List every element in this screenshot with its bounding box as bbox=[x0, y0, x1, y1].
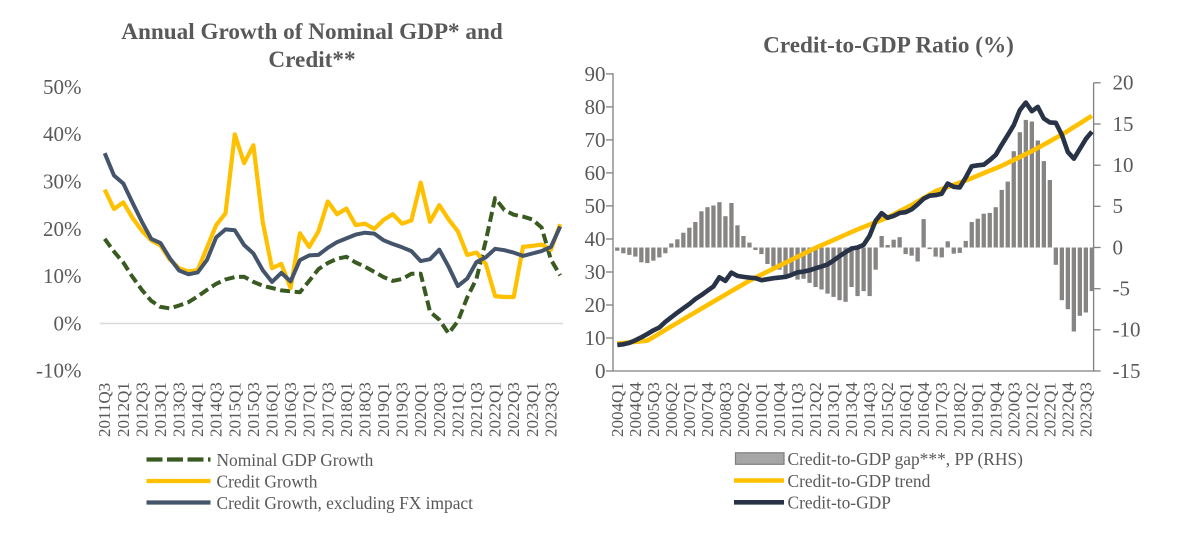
svg-text:2004Q1: 2004Q1 bbox=[608, 382, 627, 437]
svg-text:2013Q3: 2013Q3 bbox=[170, 382, 189, 437]
svg-text:2015Q2: 2015Q2 bbox=[878, 382, 897, 437]
svg-text:70: 70 bbox=[585, 128, 606, 152]
svg-text:40: 40 bbox=[585, 227, 606, 251]
svg-text:2007Q4: 2007Q4 bbox=[698, 382, 717, 437]
svg-text:2013Q1: 2013Q1 bbox=[824, 382, 843, 437]
svg-text:2016Q3: 2016Q3 bbox=[281, 382, 300, 437]
svg-text:2012Q2: 2012Q2 bbox=[806, 382, 825, 437]
svg-text:10: 10 bbox=[1113, 153, 1134, 177]
svg-text:2011Q3: 2011Q3 bbox=[95, 383, 114, 437]
svg-text:2015Q3: 2015Q3 bbox=[244, 382, 263, 437]
svg-text:90: 90 bbox=[585, 62, 606, 86]
svg-text:2016Q4: 2016Q4 bbox=[914, 382, 933, 437]
svg-text:2020Q3: 2020Q3 bbox=[1004, 382, 1023, 437]
svg-text:2010Q1: 2010Q1 bbox=[752, 382, 771, 437]
svg-text:2017Q1: 2017Q1 bbox=[300, 382, 319, 437]
svg-text:2010Q4: 2010Q4 bbox=[770, 382, 789, 437]
svg-text:-10: -10 bbox=[1113, 318, 1141, 342]
svg-text:2020Q3: 2020Q3 bbox=[430, 382, 449, 437]
svg-text:2018Q3: 2018Q3 bbox=[356, 382, 375, 437]
svg-text:Credit-to-GDP: Credit-to-GDP bbox=[788, 493, 891, 513]
svg-text:Credit Growth: Credit Growth bbox=[217, 471, 318, 491]
svg-text:Credit-to-GDP Ratio (%): Credit-to-GDP Ratio (%) bbox=[763, 33, 1014, 59]
svg-text:2012Q1: 2012Q1 bbox=[114, 382, 133, 437]
svg-text:-10%: -10% bbox=[36, 359, 82, 383]
svg-text:0: 0 bbox=[1113, 235, 1124, 259]
svg-text:Credit-to-GDP gap***, PP (RHS): Credit-to-GDP gap***, PP (RHS) bbox=[788, 449, 1024, 469]
svg-text:50%: 50% bbox=[43, 75, 82, 99]
svg-text:2023Q3: 2023Q3 bbox=[1076, 382, 1095, 437]
svg-text:2015Q1: 2015Q1 bbox=[225, 382, 244, 437]
svg-text:Nominal GDP Growth: Nominal GDP Growth bbox=[217, 450, 374, 470]
svg-text:15: 15 bbox=[1113, 112, 1134, 136]
svg-text:2017Q3: 2017Q3 bbox=[318, 382, 337, 437]
svg-text:2018Q2: 2018Q2 bbox=[950, 382, 969, 437]
svg-text:10%: 10% bbox=[43, 264, 82, 288]
svg-text:2022Q1: 2022Q1 bbox=[486, 382, 505, 437]
svg-text:30: 30 bbox=[585, 260, 606, 284]
svg-text:2013Q4: 2013Q4 bbox=[842, 382, 861, 437]
svg-text:30%: 30% bbox=[43, 170, 82, 194]
svg-text:2021Q2: 2021Q2 bbox=[1022, 382, 1041, 437]
svg-text:20%: 20% bbox=[43, 217, 82, 241]
svg-text:0%: 0% bbox=[54, 311, 82, 335]
svg-text:2009Q2: 2009Q2 bbox=[734, 382, 753, 437]
svg-text:2014Q1: 2014Q1 bbox=[188, 382, 207, 437]
svg-text:2005Q3: 2005Q3 bbox=[644, 382, 663, 437]
svg-text:2019Q1: 2019Q1 bbox=[374, 382, 393, 437]
svg-text:2022Q4: 2022Q4 bbox=[1058, 382, 1077, 437]
svg-text:2004Q4: 2004Q4 bbox=[626, 382, 645, 437]
svg-text:-5: -5 bbox=[1113, 277, 1131, 301]
svg-text:2011Q3: 2011Q3 bbox=[788, 383, 807, 437]
svg-text:-15: -15 bbox=[1113, 359, 1141, 383]
svg-text:2014Q3: 2014Q3 bbox=[207, 382, 226, 437]
svg-text:50: 50 bbox=[585, 194, 606, 218]
svg-text:40%: 40% bbox=[43, 122, 82, 146]
svg-text:2020Q1: 2020Q1 bbox=[411, 382, 430, 437]
svg-text:2008Q3: 2008Q3 bbox=[716, 382, 735, 437]
svg-text:60: 60 bbox=[585, 161, 606, 185]
svg-text:2006Q2: 2006Q2 bbox=[662, 382, 681, 437]
svg-text:2013Q1: 2013Q1 bbox=[151, 382, 170, 437]
svg-text:2012Q3: 2012Q3 bbox=[132, 382, 151, 437]
svg-text:2023Q3: 2023Q3 bbox=[541, 382, 560, 437]
svg-text:2023Q1: 2023Q1 bbox=[523, 382, 542, 437]
svg-text:2022Q1: 2022Q1 bbox=[1040, 382, 1059, 437]
svg-text:2018Q1: 2018Q1 bbox=[337, 382, 356, 437]
svg-text:20: 20 bbox=[1113, 71, 1134, 95]
svg-text:2022Q3: 2022Q3 bbox=[504, 382, 523, 437]
svg-text:20: 20 bbox=[585, 293, 606, 317]
svg-text:2019Q4: 2019Q4 bbox=[986, 382, 1005, 437]
svg-text:Annual Growth of Nominal GDP*: Annual Growth of Nominal GDP* and bbox=[121, 19, 503, 45]
svg-text:2019Q3: 2019Q3 bbox=[393, 382, 412, 437]
svg-text:2007Q1: 2007Q1 bbox=[680, 382, 699, 437]
svg-text:2016Q1: 2016Q1 bbox=[263, 382, 282, 437]
svg-text:2019Q1: 2019Q1 bbox=[968, 382, 987, 437]
svg-text:5: 5 bbox=[1113, 194, 1124, 218]
svg-text:2021Q3: 2021Q3 bbox=[467, 382, 486, 437]
svg-text:2021Q1: 2021Q1 bbox=[448, 382, 467, 437]
svg-text:2016Q1: 2016Q1 bbox=[896, 382, 915, 437]
svg-text:Credit-to-GDP trend: Credit-to-GDP trend bbox=[788, 471, 931, 491]
svg-text:0: 0 bbox=[595, 359, 606, 383]
svg-text:Credit Growth, excluding FX im: Credit Growth, excluding FX impact bbox=[217, 493, 474, 513]
svg-text:10: 10 bbox=[585, 326, 606, 350]
svg-text:80: 80 bbox=[585, 95, 606, 119]
svg-text:Credit**: Credit** bbox=[268, 47, 355, 73]
svg-text:2017Q3: 2017Q3 bbox=[932, 382, 951, 437]
svg-text:2014Q3: 2014Q3 bbox=[860, 382, 879, 437]
